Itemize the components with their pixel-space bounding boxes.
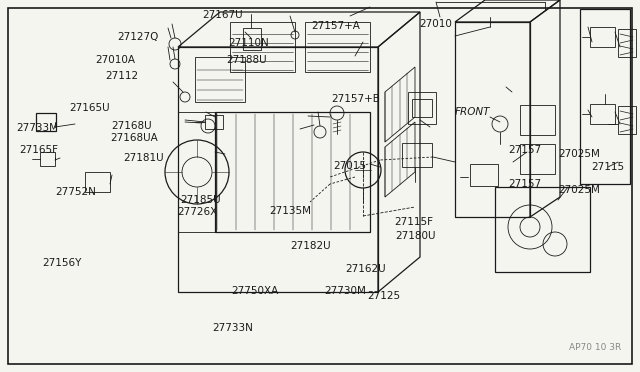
- Bar: [455, 22, 530, 217]
- Text: 27733M: 27733M: [16, 124, 58, 133]
- Text: 27185U: 27185U: [180, 195, 221, 205]
- Text: 27015: 27015: [333, 161, 366, 170]
- Bar: [305, 22, 370, 72]
- Bar: [205, 115, 223, 129]
- Text: 27112: 27112: [105, 71, 138, 81]
- Text: 27726X: 27726X: [177, 207, 217, 217]
- Text: 27125: 27125: [367, 291, 401, 301]
- Text: 27750XA: 27750XA: [231, 286, 278, 296]
- Text: 27025M: 27025M: [558, 185, 600, 195]
- Bar: [590, 104, 615, 124]
- Bar: [590, 27, 615, 47]
- Text: 27115: 27115: [591, 162, 625, 171]
- Bar: [36, 113, 56, 131]
- Bar: [412, 99, 432, 117]
- Text: 27157+B: 27157+B: [331, 94, 380, 103]
- Text: 27115F: 27115F: [394, 217, 433, 227]
- Text: 27165F: 27165F: [19, 145, 58, 154]
- Text: 27167U: 27167U: [202, 10, 243, 20]
- Text: 27156Y: 27156Y: [42, 258, 81, 268]
- Bar: [520, 144, 555, 174]
- Bar: [520, 105, 555, 135]
- Text: 27730M: 27730M: [324, 286, 367, 296]
- Text: 27733N: 27733N: [212, 323, 253, 333]
- Bar: [618, 106, 636, 134]
- Text: 27752N: 27752N: [55, 187, 96, 196]
- Text: 27010A: 27010A: [95, 55, 135, 64]
- Bar: [215, 112, 370, 232]
- Bar: [402, 143, 432, 167]
- Bar: [195, 57, 245, 102]
- Text: FRONT: FRONT: [454, 107, 490, 116]
- Text: 27010: 27010: [419, 19, 452, 29]
- Text: 27180U: 27180U: [396, 231, 436, 241]
- Text: 27127Q: 27127Q: [117, 32, 158, 42]
- Bar: [178, 112, 216, 232]
- Text: 27157: 27157: [508, 145, 541, 154]
- Text: 27182U: 27182U: [290, 241, 331, 251]
- Bar: [243, 28, 261, 50]
- Bar: [408, 92, 436, 124]
- Text: 27157: 27157: [508, 179, 541, 189]
- Text: 27110N: 27110N: [228, 38, 269, 48]
- Text: 27181U: 27181U: [124, 153, 164, 163]
- Text: 27188U: 27188U: [226, 55, 267, 64]
- Text: 27168U: 27168U: [111, 122, 152, 131]
- Text: 27165U: 27165U: [69, 103, 110, 113]
- Bar: [618, 29, 636, 57]
- Bar: [230, 22, 295, 72]
- Bar: [85, 172, 110, 192]
- Text: 27162U: 27162U: [345, 264, 386, 273]
- Bar: [470, 164, 498, 186]
- Text: 27135M: 27135M: [269, 206, 311, 216]
- Bar: [495, 187, 590, 272]
- Text: 27157+A: 27157+A: [312, 21, 360, 31]
- Text: AP70 10 3R: AP70 10 3R: [569, 343, 621, 353]
- Text: 27025M: 27025M: [558, 150, 600, 159]
- Bar: [40, 152, 55, 166]
- Bar: [580, 9, 630, 184]
- Bar: [178, 47, 378, 292]
- Text: 27168UA: 27168UA: [111, 133, 158, 142]
